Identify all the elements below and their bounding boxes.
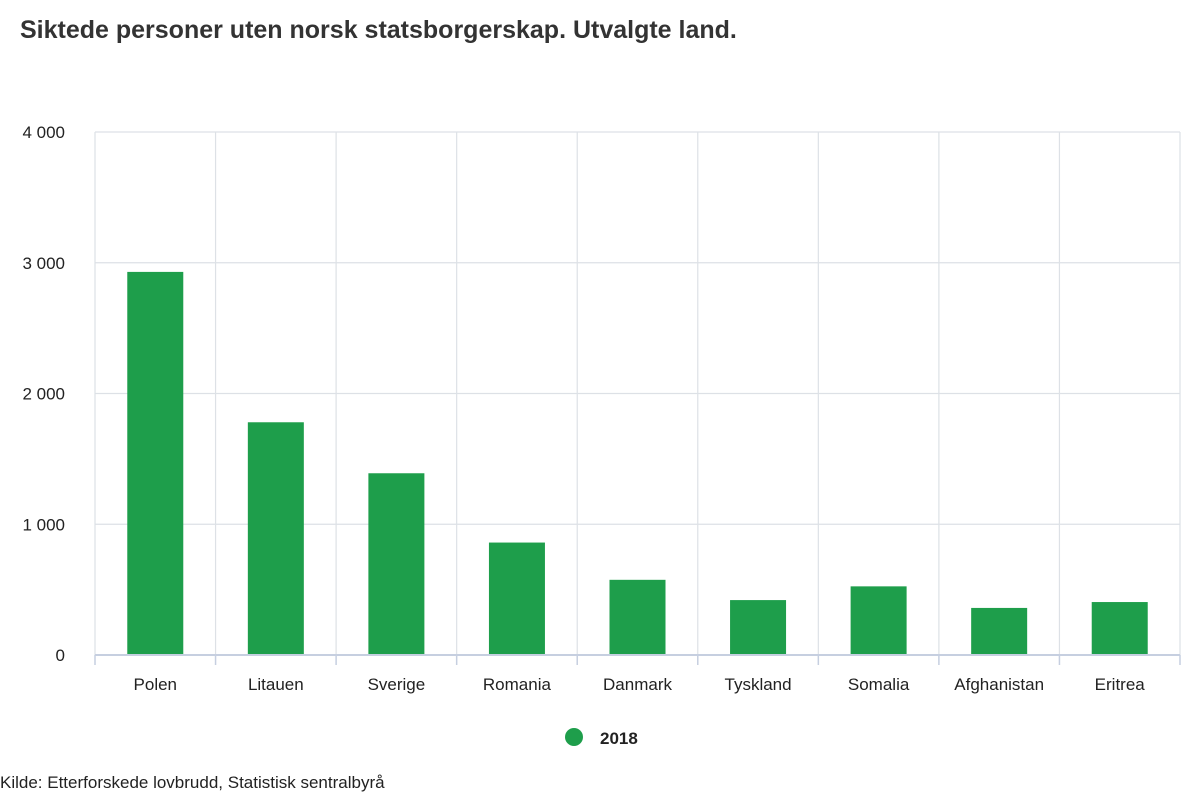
bar-afghanistan[interactable] bbox=[971, 607, 1028, 655]
bar-series bbox=[127, 271, 1148, 655]
y-tick-label: 1 000 bbox=[22, 515, 65, 534]
source-note: Kilde: Etterforskede lovbrudd, Statistis… bbox=[0, 773, 385, 792]
x-tick-label: Romania bbox=[483, 675, 552, 694]
x-tick-label: Tyskland bbox=[725, 675, 792, 694]
bar-eritrea[interactable] bbox=[1091, 602, 1148, 655]
x-tick-label: Polen bbox=[134, 675, 177, 694]
chart-title: Siktede personer uten norsk statsborgers… bbox=[20, 16, 737, 44]
x-tick-label: Eritrea bbox=[1095, 675, 1146, 694]
y-tick-label: 2 000 bbox=[22, 385, 65, 404]
bar-somalia[interactable] bbox=[850, 586, 907, 655]
legend-label[interactable]: 2018 bbox=[600, 729, 638, 748]
bar-polen[interactable] bbox=[127, 271, 184, 655]
x-tick-label: Danmark bbox=[603, 675, 672, 694]
bar-danmark[interactable] bbox=[609, 579, 666, 655]
bar-litauen[interactable] bbox=[247, 422, 304, 655]
bar-sverige[interactable] bbox=[368, 473, 425, 655]
y-tick-label: 3 000 bbox=[22, 254, 65, 273]
legend[interactable]: 2018 bbox=[565, 728, 638, 748]
bar-tyskland[interactable] bbox=[730, 600, 787, 655]
y-tick-label: 4 000 bbox=[22, 123, 65, 142]
x-tick-label: Afghanistan bbox=[954, 675, 1044, 694]
legend-marker-icon bbox=[565, 728, 583, 746]
y-tick-label: 0 bbox=[56, 646, 65, 665]
bar-romania[interactable] bbox=[488, 542, 545, 655]
grid-lines bbox=[94, 131, 1181, 655]
x-tick-label: Sverige bbox=[368, 675, 426, 694]
x-tick-label: Somalia bbox=[848, 675, 910, 694]
x-tick-label: Litauen bbox=[248, 675, 304, 694]
axes: 0 1 000 2 000 3 000 4 000 Polen Litauen Sverige… bbox=[22, 123, 1181, 694]
